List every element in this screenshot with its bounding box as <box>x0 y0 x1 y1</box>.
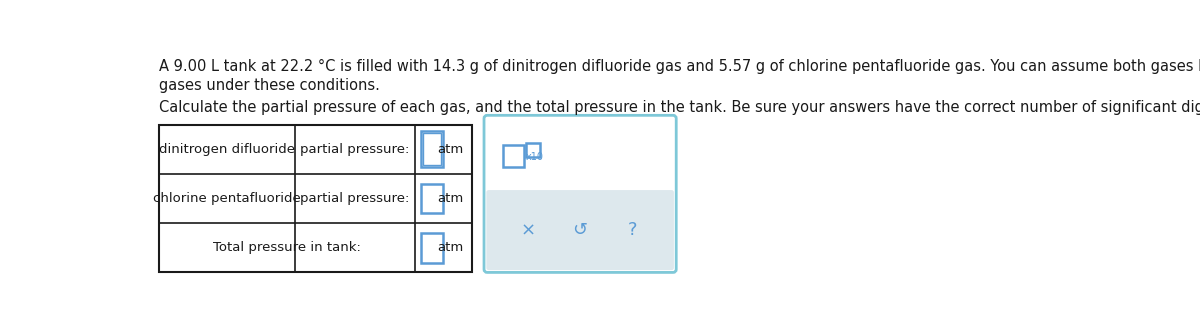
Text: dinitrogen difluoride: dinitrogen difluoride <box>160 143 295 156</box>
Bar <box>160 125 472 272</box>
Bar <box>421 233 443 263</box>
Bar <box>526 143 540 157</box>
Text: atm: atm <box>438 241 464 254</box>
Bar <box>421 184 443 213</box>
Bar <box>503 146 524 167</box>
Text: Calculate the partial pressure of each gas, and the total pressure in the tank. : Calculate the partial pressure of each g… <box>160 100 1200 115</box>
Text: Total pressure in tank:: Total pressure in tank: <box>214 241 361 254</box>
Text: partial pressure:: partial pressure: <box>300 143 409 156</box>
Text: partial pressure:: partial pressure: <box>300 192 409 205</box>
Bar <box>421 131 443 167</box>
Text: atm: atm <box>438 143 464 156</box>
Bar <box>424 133 442 165</box>
Text: A 9.00 L tank at 22.2 °C is filled with 14.3 g of dinitrogen difluoride gas and : A 9.00 L tank at 22.2 °C is filled with … <box>160 59 1200 74</box>
Text: chlorine pentafluoride: chlorine pentafluoride <box>154 192 301 205</box>
Text: atm: atm <box>438 192 464 205</box>
Text: ↺: ↺ <box>572 221 588 239</box>
Text: x10: x10 <box>526 152 544 162</box>
Text: gases under these conditions.: gases under these conditions. <box>160 78 380 93</box>
FancyBboxPatch shape <box>486 190 674 270</box>
Text: ?: ? <box>628 221 637 239</box>
FancyBboxPatch shape <box>484 115 677 272</box>
Text: ×: × <box>521 221 535 239</box>
